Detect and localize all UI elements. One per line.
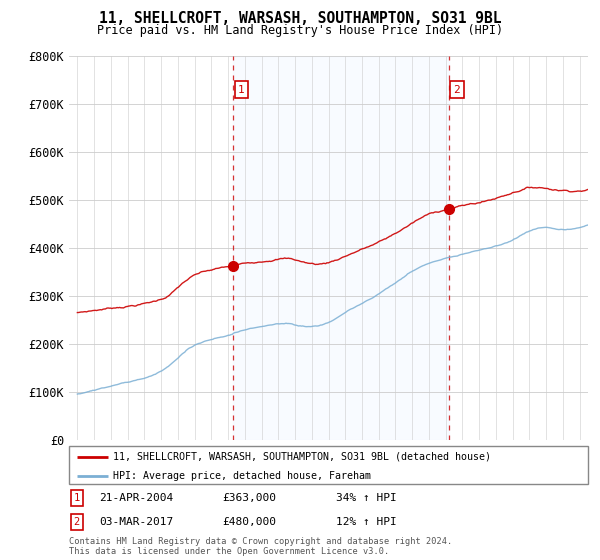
Text: £363,000: £363,000	[222, 493, 276, 503]
Text: £480,000: £480,000	[222, 517, 276, 527]
Text: 12% ↑ HPI: 12% ↑ HPI	[336, 517, 397, 527]
Text: 21-APR-2004: 21-APR-2004	[99, 493, 173, 503]
Text: 11, SHELLCROFT, WARSASH, SOUTHAMPTON, SO31 9BL: 11, SHELLCROFT, WARSASH, SOUTHAMPTON, SO…	[99, 11, 501, 26]
Text: This data is licensed under the Open Government Licence v3.0.: This data is licensed under the Open Gov…	[69, 548, 389, 557]
Text: Price paid vs. HM Land Registry's House Price Index (HPI): Price paid vs. HM Land Registry's House …	[97, 24, 503, 36]
Text: 1: 1	[238, 85, 245, 95]
Text: 1: 1	[74, 493, 80, 503]
Text: 2: 2	[454, 85, 460, 95]
Text: 03-MAR-2017: 03-MAR-2017	[99, 517, 173, 527]
Text: 34% ↑ HPI: 34% ↑ HPI	[336, 493, 397, 503]
Bar	[233, 56, 449, 440]
Text: 2: 2	[74, 517, 80, 527]
Text: Contains HM Land Registry data © Crown copyright and database right 2024.: Contains HM Land Registry data © Crown c…	[69, 538, 452, 547]
Text: 11, SHELLCROFT, WARSASH, SOUTHAMPTON, SO31 9BL (detached house): 11, SHELLCROFT, WARSASH, SOUTHAMPTON, SO…	[113, 452, 491, 462]
Text: HPI: Average price, detached house, Fareham: HPI: Average price, detached house, Fare…	[113, 471, 371, 481]
FancyBboxPatch shape	[69, 446, 588, 484]
